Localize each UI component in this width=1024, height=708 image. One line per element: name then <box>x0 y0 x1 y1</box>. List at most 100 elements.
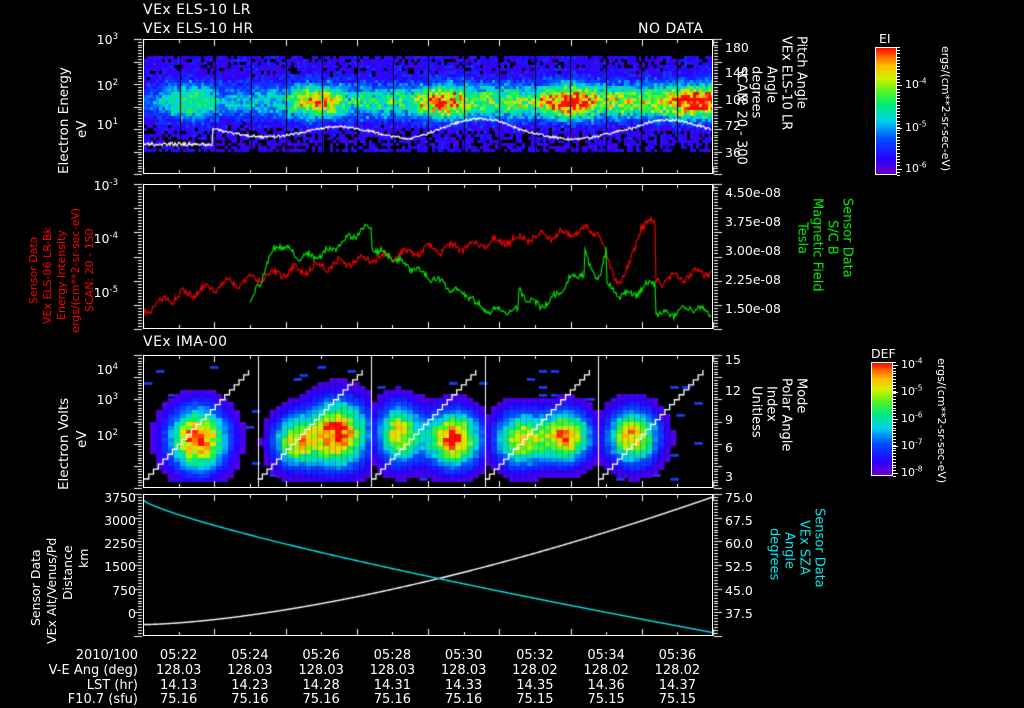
colorbar-minor-tick <box>897 108 900 109</box>
colorbar-tick-label: 10-4 <box>905 76 927 91</box>
colorbar-minor-tick <box>897 133 900 134</box>
panel1-left-axis-label: Electron Energy <box>56 67 72 174</box>
bottom-axis-value: 128.03 <box>369 663 416 678</box>
colorbar-minor-tick <box>897 105 900 106</box>
bottom-axis-value: 75.15 <box>658 692 696 707</box>
panel2-ytick-0: 10-3 <box>93 177 118 193</box>
panel3-title: VEx IMA-00 <box>143 334 228 350</box>
colorbar-minor-tick <box>893 393 896 394</box>
colorbar-minor-tick <box>897 175 900 176</box>
bottom-axis-row-label: LST (hr) <box>86 678 138 693</box>
bottom-axis-time: 05:24 <box>231 648 269 663</box>
colorbar-minor-tick <box>893 470 896 471</box>
colorbar-minor-tick <box>893 391 896 392</box>
colorbar-minor-tick <box>897 66 900 67</box>
panel4-right-label-sza: VEx SZA <box>796 520 812 575</box>
colorbar-minor-tick <box>897 137 900 138</box>
colorbar-def-title: DEF <box>871 346 896 361</box>
panel1-ytick-1: 102 <box>96 77 118 93</box>
colorbar-minor-tick <box>893 408 896 409</box>
panel3-rtick-2: 9 <box>725 412 733 427</box>
panel4-ytick-2: 2250 <box>104 536 136 551</box>
panel4-rtick-0: 75.0 <box>725 490 753 505</box>
panel2-left-label-sensor-data: Sensor Data <box>27 236 40 304</box>
colorbar-tickmark <box>893 392 898 393</box>
colorbar-minor-tick <box>897 172 900 173</box>
bottom-axis-value: 75.16 <box>231 692 269 707</box>
bottom-axis-value: 14.28 <box>302 678 340 693</box>
panel2-right-label-magnetic-field: Magnetic Field <box>809 198 825 292</box>
colorbar-minor-tick <box>893 402 896 403</box>
bottom-axis-row-label: F10.7 (sfu) <box>67 692 138 707</box>
panel2-left-label-quantity: Energy Intensity <box>55 230 68 320</box>
colorbar-minor-tick <box>893 396 896 397</box>
colorbar-minor-tick <box>893 430 896 431</box>
colorbar-tick-label: 10-5 <box>901 383 923 398</box>
panel1-right-label-angle: Angle <box>763 66 779 103</box>
colorbar-minor-tick <box>893 445 896 446</box>
colorbar-tick-label: 10-4 <box>901 356 923 371</box>
panel1-ytick-0: 103 <box>96 31 118 47</box>
panel1-title-hr: VEx ELS-10 HR <box>143 21 254 37</box>
panel3-rtick-1: 12 <box>725 383 741 398</box>
colorbar-ei-title: EI <box>879 31 891 46</box>
colorbar-minor-tick <box>897 143 900 144</box>
colorbar-minor-tick <box>893 416 896 417</box>
bottom-axis-value: 128.03 <box>298 663 344 678</box>
panel3-right-label-index: Index <box>763 386 779 422</box>
colorbar-minor-tick <box>893 385 896 386</box>
panel2-rtick-0: 4.50e-08 <box>725 185 781 200</box>
colorbar-minor-tick <box>897 101 900 102</box>
panel1-right-label-scan: SCAN: 20 - 300 <box>733 66 749 165</box>
panel4-plot-area <box>143 494 713 636</box>
panel3-left-axis-label: Electron Volts <box>56 397 72 490</box>
colorbar-minor-tick <box>893 413 896 414</box>
colorbar-ei <box>875 47 897 175</box>
bottom-axis-value: 75.15 <box>587 692 625 707</box>
panel4-rtick-5: 37.5 <box>725 606 753 621</box>
colorbar-def <box>871 362 893 476</box>
panel3-right-label-unitless: Unitless <box>748 386 764 438</box>
colorbar-minor-tick <box>893 425 896 426</box>
colorbar-def-unit: ergs/(cm**2-sr-sec-eV) <box>935 358 949 484</box>
panel1-title-lr: VEx ELS-10 LR <box>143 2 252 18</box>
panel3-rtick-4: 3 <box>725 469 733 484</box>
colorbar-minor-tick <box>893 453 896 454</box>
panel4-rtick-1: 67.5 <box>725 513 753 528</box>
bottom-axis-value: 14.35 <box>516 678 554 693</box>
colorbar-minor-tick <box>897 53 900 54</box>
panel2-ytick-1: 10-4 <box>93 230 118 246</box>
colorbar-minor-tick <box>893 373 896 374</box>
panel1-plot-area <box>143 39 713 174</box>
bottom-axis-value: 14.37 <box>658 678 696 693</box>
colorbar-minor-tick <box>897 117 900 118</box>
colorbar-minor-tick <box>897 50 900 51</box>
colorbar-minor-tick <box>893 476 896 477</box>
bottom-axis-value: 128.02 <box>583 663 629 678</box>
colorbar-minor-tick <box>893 448 896 449</box>
panel4-ytick-5: 0 <box>128 606 136 621</box>
colorbar-minor-tick <box>897 95 900 96</box>
colorbar-tickmark <box>897 128 902 129</box>
colorbar-minor-tick <box>897 165 900 166</box>
bottom-axis-value: 128.03 <box>155 663 202 678</box>
panel3-rtick-3: 6 <box>725 440 733 455</box>
bottom-axis-value: 75.15 <box>516 692 554 707</box>
panel3-ytick-2: 102 <box>96 427 118 443</box>
colorbar-minor-tick <box>893 365 896 366</box>
colorbar-minor-tick <box>893 368 896 369</box>
colorbar-minor-tick <box>897 76 900 77</box>
panel2-rtick-3: 2.25e-08 <box>725 272 781 287</box>
colorbar-minor-tick <box>893 439 896 440</box>
colorbar-tick-label: 10-6 <box>905 160 927 175</box>
panel4-left-label-sensor-data: Sensor Data <box>28 549 43 626</box>
panel3-right-label-polar-angle: Polar Angle <box>778 378 794 452</box>
colorbar-minor-tick <box>893 462 896 463</box>
colorbar-minor-tick <box>893 379 896 380</box>
colorbar-minor-tick <box>897 79 900 80</box>
bottom-axis-time: 05:22 <box>159 648 198 663</box>
panel1-right-label-sensor: VEx ELS-10 LR <box>778 36 794 131</box>
panel1-right-label-pitch-angle: Pitch Angle <box>793 36 809 109</box>
bottom-axis-time: 05:36 <box>658 648 697 663</box>
